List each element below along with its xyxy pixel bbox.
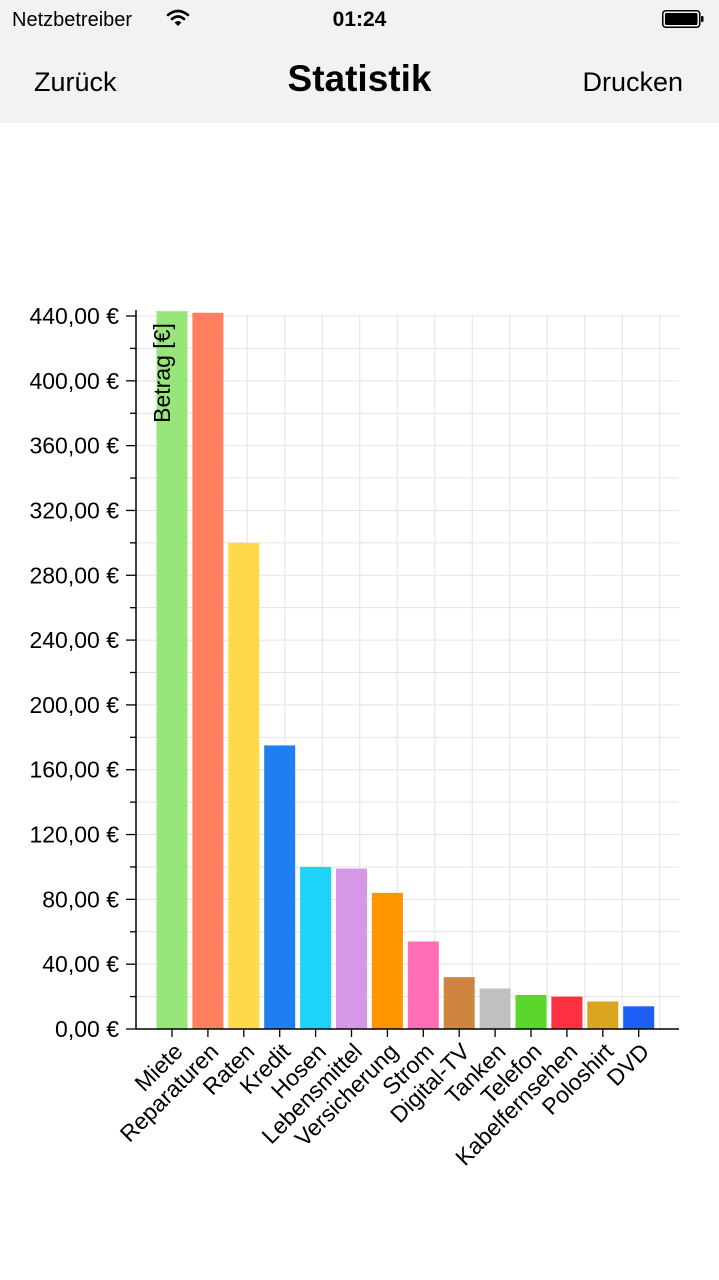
status-bar: Netzbetreiber 01:24 bbox=[0, 0, 719, 40]
bar-kredit bbox=[264, 745, 296, 1029]
battery-icon bbox=[662, 10, 704, 28]
wifi-icon bbox=[166, 9, 190, 32]
bar-versicherung bbox=[371, 892, 403, 1029]
y-tick-label: 240,00 € bbox=[29, 627, 119, 653]
y-axis-label: Betrag [€] bbox=[149, 323, 175, 423]
bar-lebensmittel bbox=[336, 868, 367, 1029]
y-tick-label: 160,00 € bbox=[29, 757, 119, 783]
y-tick-label: 320,00 € bbox=[29, 497, 119, 523]
carrier-name: Netzbetreiber bbox=[12, 9, 133, 31]
y-tick-label: 0,00 € bbox=[55, 1016, 119, 1042]
y-tick-label: 80,00 € bbox=[42, 886, 119, 912]
bar-poloshirt bbox=[587, 1001, 619, 1029]
bar-strom bbox=[407, 941, 439, 1029]
bar-miete bbox=[156, 311, 188, 1029]
y-tick-label: 400,00 € bbox=[29, 368, 119, 394]
bar-kabelfernsehen bbox=[551, 996, 583, 1029]
y-tick-label: 40,00 € bbox=[42, 951, 119, 977]
bar-telefon bbox=[515, 994, 547, 1029]
y-tick-label: 200,00 € bbox=[29, 692, 119, 718]
back-button[interactable]: Zurück bbox=[34, 67, 117, 97]
y-tick-label: 360,00 € bbox=[29, 433, 119, 459]
y-tick-label: 120,00 € bbox=[29, 822, 119, 848]
page-title: Statistik bbox=[287, 58, 432, 99]
navigation-bar: Zurück Statistik Drucken bbox=[0, 40, 719, 123]
y-tick-label: 440,00 € bbox=[29, 303, 119, 329]
y-tick-label: 280,00 € bbox=[29, 562, 119, 588]
print-button[interactable]: Drucken bbox=[582, 67, 683, 97]
status-time: 01:24 bbox=[332, 8, 387, 31]
bar-hosen bbox=[300, 866, 332, 1029]
bar-digital-tv bbox=[443, 977, 475, 1029]
bar-reparaturen bbox=[192, 312, 224, 1029]
bar-tanken bbox=[479, 988, 511, 1029]
bar-dvd bbox=[623, 1006, 655, 1029]
x-tick-label: DVD bbox=[602, 1038, 655, 1091]
bar-raten bbox=[228, 542, 260, 1029]
bar-chart: 0,00 € 40,00 € 80,00 € 120,00 € 160,00 € 200,… bbox=[29, 303, 679, 1170]
